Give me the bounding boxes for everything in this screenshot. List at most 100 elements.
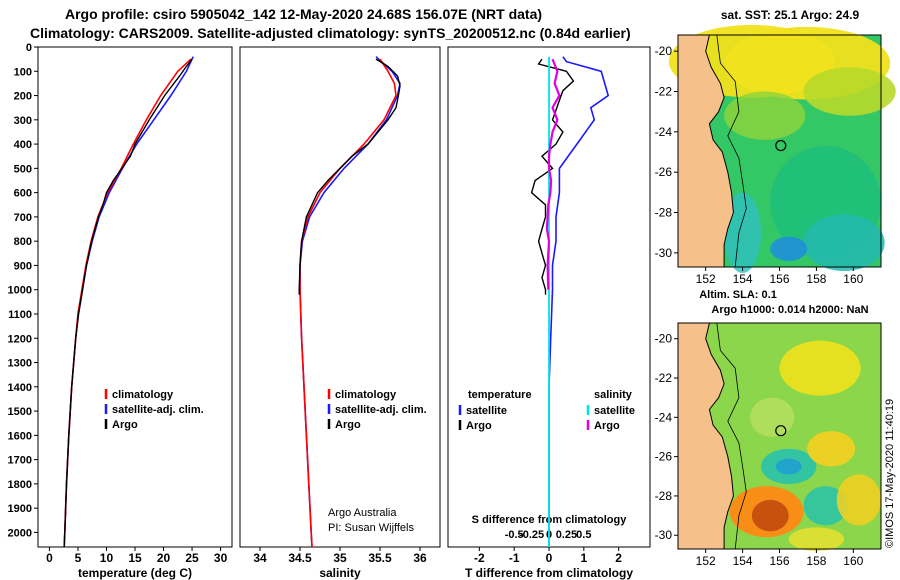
depth-ticklabel: 100 [14,66,32,78]
sst-map-blob [803,214,885,272]
depth-ticklabel: 2000 [8,527,32,539]
temperature-ticklabel: 10 [100,551,114,565]
sla-map-xticklabel: 152 [696,554,716,568]
sla-map-xticklabel: 156 [769,554,789,568]
depth-ticklabel: 1800 [8,479,32,491]
header-line-1: Argo profile: csiro 5905042_142 12-May-2… [65,6,543,22]
temp-satellite-line [63,56,194,548]
depth-ticklabel: 1000 [8,285,32,297]
salinity-ticklabel: 36 [413,551,427,565]
sst-map-yticklabel: -26 [655,165,673,179]
tdiff-ticklabel: -2 [474,551,485,565]
sla-map-title-2: Argo h1000: 0.014 h2000: NaN [711,304,868,316]
tdiff-ticklabel: 0 [546,551,553,565]
sst-map-land [677,34,734,268]
sla-map-xticklabel: 160 [843,554,863,568]
salinity-xlabel: salinity [319,566,361,580]
diff-legend-sal-label: Argo [594,420,620,432]
sdiff-ticklabel: 0.25 [556,529,577,541]
sst-map-yticklabel: -20 [655,44,673,58]
pi-credit: PI: Susan Wijffels [328,522,414,534]
salinity-ticklabel: 35 [333,551,347,565]
temperature-ticklabel: 5 [75,551,82,565]
depth-ticklabel: 1300 [8,358,32,370]
diff-legend-temp-label: satellite [466,405,507,417]
sdiff-ticklabel: -0.5 [505,529,524,541]
sla-map-yticklabel: -20 [655,332,673,346]
temperature-ticklabel: 30 [214,551,228,565]
sdiff-ticklabel: 0.5 [576,529,591,541]
sst-map-title: sat. SST: 25.1 Argo: 24.9 [721,8,860,22]
sla-map-blob [836,474,881,526]
depth-ticklabel: 800 [14,236,32,248]
salinity-ticklabel: 34.5 [288,551,312,565]
sla-map-title-1: Altim. SLA: 0.1 [699,289,777,301]
sst-map-yticklabel: -22 [655,84,673,98]
sla-map-blob [779,340,861,396]
depth-ticklabel: 600 [14,188,32,200]
depth-ticklabel: 700 [14,212,32,224]
sla-map-xticklabel: 158 [806,554,826,568]
temp-legend-label: satellite-adj. clim. [112,404,204,416]
sla-map-yticklabel: -28 [655,489,673,503]
sst-map-group [668,24,896,274]
sst-map-contour [716,34,747,268]
depth-ticklabel: 900 [14,260,32,272]
depth-ticklabel: 400 [14,139,32,151]
sst-map-blob [724,91,806,140]
sla-map-yticklabel: -22 [655,371,673,385]
tdiff-ticklabel: -1 [509,551,520,565]
tdiff-ticklabel: 1 [580,551,587,565]
sla-map-yticklabel: -26 [655,450,673,464]
sla-map-blob [749,397,795,437]
depth-ticklabel: 1400 [8,382,32,394]
depth-ticklabel: 1500 [8,406,32,418]
sla-map-blob [803,486,848,526]
sdiff-ticklabel: -0.25 [519,529,544,541]
sst-map-yticklabel: -24 [655,125,673,139]
sst-map-float-marker [775,139,787,152]
depth-ticklabel: 500 [14,163,32,175]
tdiff-satellite-line [548,56,610,547]
salinity-ticklabel: 35.5 [368,551,392,565]
sla-map-xticklabel: 154 [733,554,753,568]
tdiff-xlabel: T difference from climatology [465,566,633,580]
depth-ticklabel: 1600 [8,430,32,442]
depth-ticklabel: 1700 [8,455,32,467]
sla-map-blob [775,458,802,475]
tdiff-argo-line [530,58,575,295]
sst-map-xticklabel: 154 [733,272,753,286]
sst-map-xticklabel: 160 [843,272,863,286]
temperature-ticklabel: 15 [128,551,142,565]
temperature-ticklabel: 0 [46,551,53,565]
sla-map-blob [807,431,856,467]
sal-legend-label: climatology [335,389,397,401]
header-line-2: Climatology: CARS2009. Satellite-adjuste… [30,25,631,41]
sla-map-contour [716,322,747,550]
depth-ticklabel: 200 [14,91,32,103]
argo-australia-credit: Argo Australia [328,507,397,519]
sst-map-blob [770,236,808,261]
salinity-ticklabel: 34 [253,551,267,565]
temperature-ticklabel: 20 [157,551,171,565]
salinity-plot-frame [239,46,441,548]
sdiff-argo-line [545,58,561,290]
temp-climatology-line [63,58,192,548]
sal-argo-line [298,58,401,295]
imos-credit: ©IMOS 17-May-2020 11:40:19 [884,398,896,548]
temperature-xlabel: temperature (deg C) [78,566,192,580]
depth-ticklabel: 1900 [8,503,32,515]
sst-map-yticklabel: -30 [655,246,673,260]
temperature-ticklabel: 25 [185,551,199,565]
depth-ticklabel: 0 [26,42,32,54]
diff-legend-heading-salinity: salinity [594,389,633,401]
sst-map-xticklabel: 156 [769,272,789,286]
temp-argo-line [63,58,193,548]
diff-legend-heading-temperature: temperature [468,389,532,401]
sst-map-xticklabel: 158 [806,272,826,286]
diff-legend-temp-label: Argo [466,420,492,432]
depth-ticklabel: 1100 [8,309,32,321]
sal-climatology-line [299,58,397,548]
sal-legend-label: satellite-adj. clim. [335,404,427,416]
